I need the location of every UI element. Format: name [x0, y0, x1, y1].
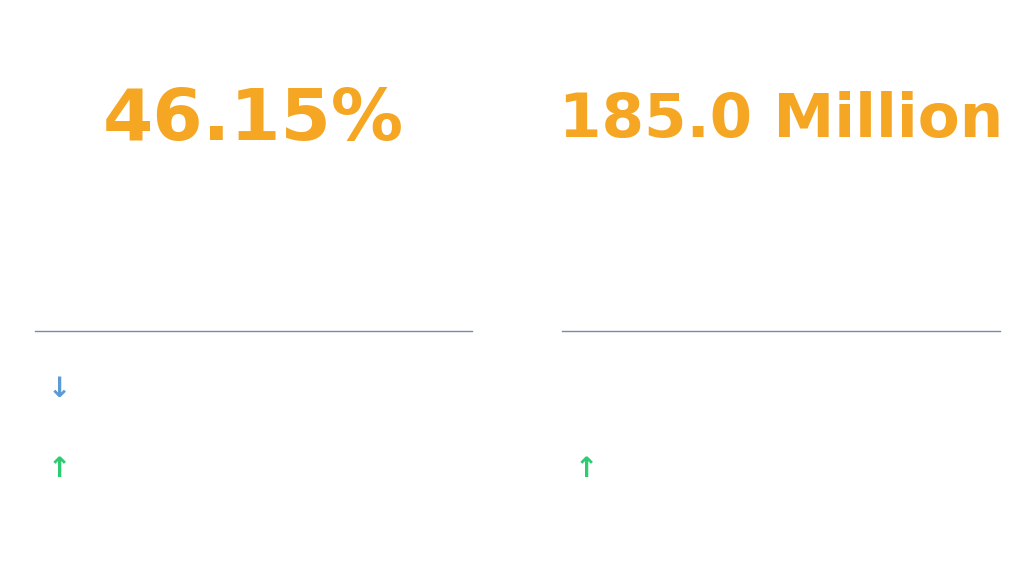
Text: of the U.S. and 55.14% of
the lower 48 states are in
drought this week.: of the U.S. and 55.14% of the lower 48 s…: [72, 187, 435, 282]
Text: 0.8%  since last week: 0.8% since last week: [117, 375, 464, 403]
Text: 8.8%  since last month: 8.8% since last month: [645, 455, 1010, 483]
Text: ↓: ↓: [47, 375, 71, 403]
Text: ↑: ↑: [574, 455, 598, 483]
Text: acres of crops in U.S. are
experiencing drought
conditions this week.: acres of crops in U.S. are experiencing …: [603, 198, 958, 293]
Text: ↑: ↑: [47, 455, 71, 483]
Text: —: —: [572, 375, 600, 403]
Text: 12.9%  since last month: 12.9% since last month: [117, 455, 502, 483]
Text: 0.0%  since last week: 0.0% since last week: [645, 375, 991, 403]
Text: 185.0 Million: 185.0 Million: [559, 90, 1002, 150]
Text: 46.15%: 46.15%: [102, 86, 404, 154]
